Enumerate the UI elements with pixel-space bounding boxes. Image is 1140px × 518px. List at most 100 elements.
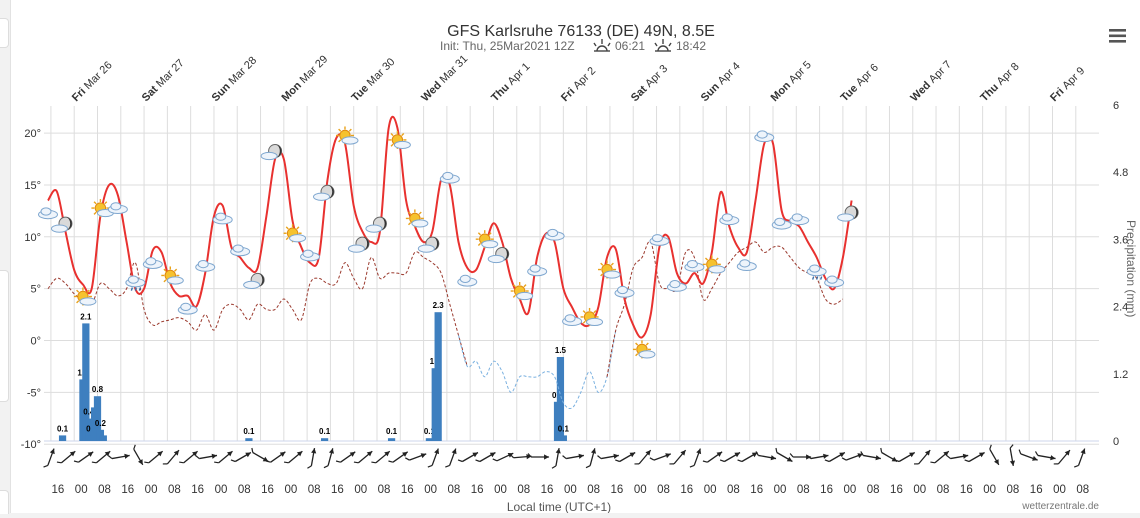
sun-ray	[76, 300, 80, 304]
wind-barb	[930, 461, 936, 464]
precip-label: 1.5	[555, 346, 567, 355]
precip-bar	[58, 435, 67, 441]
cloud-top	[809, 264, 821, 273]
wind-head	[451, 448, 457, 455]
cloud-puff	[341, 136, 359, 145]
meteogram-card: GFS Karlsruhe 76133 (DE) 49N, 8.5E Init:…	[10, 0, 1140, 514]
precip-label: 0.1	[243, 427, 255, 436]
sun-ray	[93, 201, 97, 205]
wind-barb	[335, 460, 341, 463]
wind-head	[507, 452, 514, 458]
wind-barb	[1018, 449, 1022, 455]
sun-ray	[296, 226, 300, 230]
wind-arrow-icon	[634, 449, 652, 465]
hour-label: 08	[727, 484, 740, 496]
sun-ray	[600, 273, 604, 277]
cloud-puff	[243, 280, 261, 290]
wind-barb	[43, 464, 49, 468]
wind-barb	[964, 459, 970, 463]
wind-barb	[91, 461, 97, 464]
wind-arrow-icon	[388, 451, 409, 463]
cloud-icon	[300, 249, 321, 262]
day-label: Sat Apr 3	[629, 63, 670, 104]
sun-ray	[348, 128, 352, 132]
hour-label: 16	[471, 484, 484, 496]
y2-tick-label: 2.4	[1113, 302, 1128, 314]
cloud-puff	[638, 350, 656, 359]
cloud-icon	[754, 130, 775, 143]
wind-head	[696, 448, 702, 455]
cloud-rain-icon	[806, 264, 827, 280]
wind-arrow-icon	[894, 451, 916, 463]
wind-head	[384, 451, 390, 457]
dewpoint-line	[458, 330, 617, 410]
wind-arrow-icon	[1018, 449, 1038, 461]
cloud-top	[547, 228, 559, 238]
sun-ray	[600, 262, 604, 266]
wind-head	[751, 452, 758, 458]
wind-arrow-icon	[214, 450, 233, 464]
cloud-puff	[365, 224, 383, 233]
wind-head	[839, 452, 845, 458]
wind-arrow-icon	[551, 448, 561, 469]
moon-icon	[347, 236, 370, 253]
moon-icon	[313, 184, 335, 201]
wind-barb	[880, 447, 883, 453]
cloud-puff	[487, 254, 505, 264]
wind-arrow-icon	[107, 453, 130, 460]
wind-barb	[860, 451, 864, 456]
wind-head	[924, 450, 931, 456]
wind-barb	[445, 464, 450, 468]
sunrise-time: 06:21	[615, 39, 645, 53]
wind-head	[124, 453, 130, 459]
wind-arrow-icon	[775, 447, 793, 463]
moon-shade	[66, 217, 72, 231]
hour-label: 08	[587, 484, 600, 496]
cloud-top	[442, 171, 454, 181]
hour-label: 08	[238, 484, 251, 496]
cloud-puff	[481, 240, 499, 249]
sunset-time: 18:42	[676, 39, 706, 53]
wind-arrow-icon	[880, 447, 898, 463]
sunset-icon	[654, 39, 672, 52]
wind-head	[328, 448, 334, 454]
wind-barb	[649, 457, 655, 461]
wind-barb	[615, 459, 620, 463]
sun-icon	[161, 266, 184, 285]
cloud-icon	[684, 259, 705, 272]
day-label: Tue Apr 6	[839, 62, 881, 104]
sun-ray	[704, 268, 709, 272]
wind-head	[578, 453, 584, 459]
credit-link[interactable]: wetterzentrale.de	[1021, 501, 1099, 512]
day-label: Tue Mar 30	[349, 56, 397, 104]
precip-bar	[93, 396, 102, 441]
cloud-puff	[313, 192, 331, 201]
wind-arrow-icon	[133, 444, 144, 466]
wind-barb	[597, 455, 602, 460]
wind-head	[311, 448, 317, 454]
precip-label: 0.1	[558, 424, 570, 433]
cloud-top	[232, 244, 244, 253]
precip-label: 0.2	[95, 419, 107, 428]
cloud-top	[774, 217, 786, 226]
menu-button[interactable]	[1105, 25, 1131, 47]
precip-bar	[320, 438, 329, 441]
hour-label: 08	[378, 484, 391, 496]
wind-barb	[1074, 464, 1079, 468]
cloud-top	[302, 249, 314, 258]
wind-head	[629, 452, 636, 458]
sun-ray	[645, 342, 649, 346]
wind-barb	[371, 461, 377, 464]
wind-head	[434, 448, 440, 455]
wind-head	[526, 454, 532, 460]
day-label: Sun Mar 28	[210, 55, 260, 105]
hour-label: 16	[680, 484, 693, 496]
sun-icon	[598, 260, 621, 279]
wind-barb	[755, 451, 759, 456]
wind-head	[1064, 450, 1070, 456]
y-tick-label: -5°	[27, 387, 41, 399]
hour-label: 08	[1007, 484, 1020, 496]
cloud-top	[127, 275, 139, 284]
cloud-top	[616, 285, 628, 295]
wind-barb	[307, 465, 312, 469]
